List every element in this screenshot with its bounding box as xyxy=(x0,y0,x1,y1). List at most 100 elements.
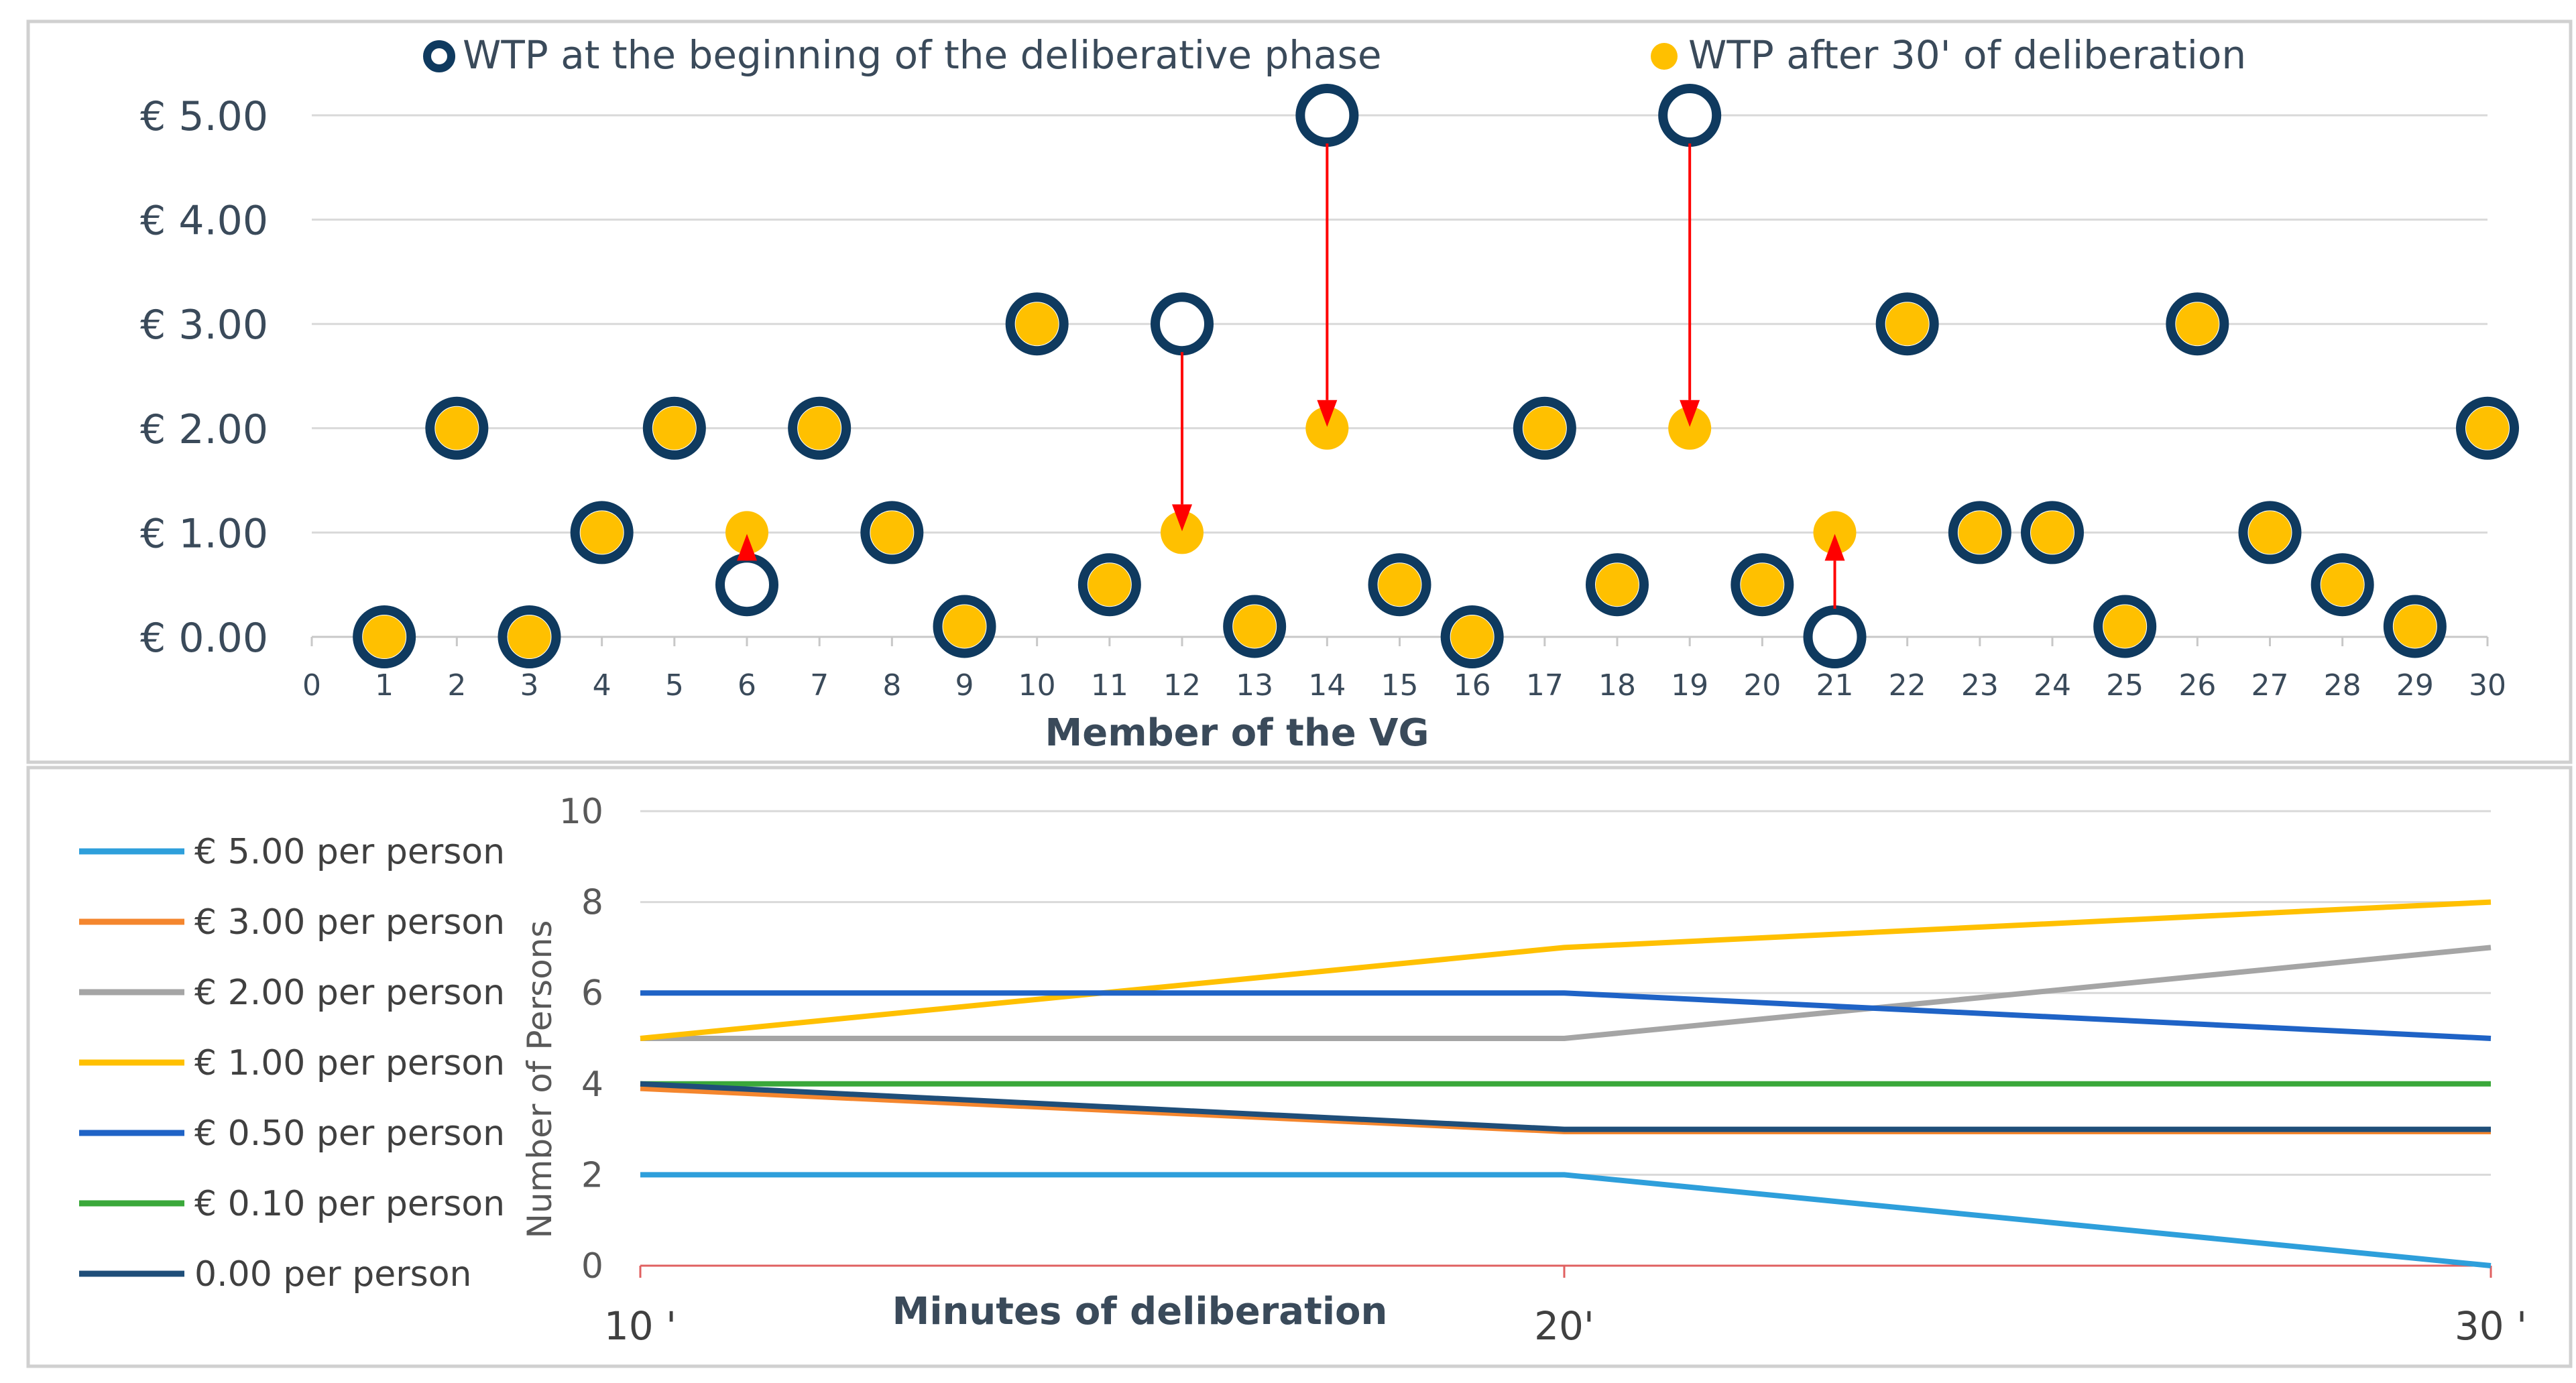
line-series-path xyxy=(640,1081,2491,1132)
scatter-y-tick-label: € 3.00 xyxy=(140,302,268,349)
scatter-point-final xyxy=(1233,605,1277,648)
legend-line-label: € 1.00 per person xyxy=(194,1043,505,1083)
scatter-point-final xyxy=(2176,302,2219,346)
line-y-tick-labels: 0 2 4 6 8 10 xyxy=(559,792,603,1286)
scatter-point-final xyxy=(508,615,551,658)
scatter-point-final xyxy=(580,511,624,554)
scatter-points xyxy=(353,84,2519,668)
scatter-x-tick-label: 19 xyxy=(1671,668,1708,703)
scatter-point-final xyxy=(2031,511,2074,554)
scatter-point-final xyxy=(363,615,406,658)
scatter-x-tick-label: 15 xyxy=(1381,668,1419,703)
scatter-x-tick-label: 7 xyxy=(810,668,829,703)
scatter-y-tick-label: € 5.00 xyxy=(140,93,268,140)
legend-marker-final xyxy=(1651,43,1678,70)
line-x-tick-label: 10 ' xyxy=(604,1303,677,1349)
line-y-tick-label: 2 xyxy=(581,1155,603,1195)
line-y-axis-label: Number of Persons xyxy=(520,920,559,1239)
line-y-tick-label: 10 xyxy=(559,792,603,832)
scatter-x-tick-label: 17 xyxy=(1526,668,1564,703)
scatter-x-tick-label: 21 xyxy=(1816,668,1854,703)
scatter-x-tick-label: 20 xyxy=(1743,668,1781,703)
scatter-x-tick-label: 27 xyxy=(2251,668,2289,703)
scatter-x-tick-label: 8 xyxy=(882,668,901,703)
scatter-x-tick-label: 6 xyxy=(738,668,756,703)
line-y-tick-label: 6 xyxy=(581,973,603,1014)
line-y-tick-label: 8 xyxy=(581,883,603,923)
scatter-point-final xyxy=(2393,605,2437,648)
line-x-axis-label: Minutes of deliberation xyxy=(892,1290,1388,1333)
scatter-point-initial xyxy=(715,553,778,617)
scatter-point-final xyxy=(652,406,696,450)
scatter-point-final xyxy=(1015,302,1059,346)
scatter-point-final xyxy=(870,511,914,554)
scatter-y-tick-label: € 1.00 xyxy=(140,510,268,557)
scatter-point-final xyxy=(1741,563,1784,607)
scatter-point-final xyxy=(1885,302,1929,346)
scatter-x-tick-label: 24 xyxy=(2034,668,2071,703)
legend-label-initial: WTP at the beginning of the deliberative… xyxy=(463,32,1382,78)
line-series xyxy=(640,899,2492,1268)
legend-line-label: € 5.00 per person xyxy=(194,832,505,872)
scatter-legend: WTP at the beginning of the deliberative… xyxy=(423,32,2246,78)
change-arrow-head xyxy=(1824,534,1845,561)
scatter-x-tick-label: 14 xyxy=(1308,668,1346,703)
change-arrow-head xyxy=(1172,504,1192,532)
legend-line-label: € 2.00 per person xyxy=(194,973,505,1013)
line-x-tick-label: 30 ' xyxy=(2455,1303,2527,1349)
scatter-x-tick-label: 9 xyxy=(955,668,974,703)
line-series-path xyxy=(640,945,2492,1041)
scatter-x-tick-label: 23 xyxy=(1961,668,1999,703)
scatter-x-tick-label: 10 xyxy=(1018,668,1056,703)
scatter-point-final xyxy=(1523,406,1566,450)
scatter-x-tick-label: 16 xyxy=(1454,668,1491,703)
line-y-tick-label: 0 xyxy=(581,1246,603,1286)
scatter-point-final xyxy=(1596,563,1639,607)
scatter-point-final xyxy=(1088,563,1131,607)
line-series-path xyxy=(640,1172,2492,1268)
scatter-point-final xyxy=(1161,511,1204,554)
scatter-y-tick-labels: € 0.00 € 1.00 € 2.00 € 3.00 € 4.00 € 5.00 xyxy=(140,93,268,662)
legend-line-label: € 0.10 per person xyxy=(194,1184,505,1224)
scatter-x-tick-label: 28 xyxy=(2324,668,2361,703)
scatter-point-initial xyxy=(1295,84,1359,147)
scatter-point-initial xyxy=(1803,605,1867,668)
scatter-point-final xyxy=(2248,511,2292,554)
scatter-x-tick-label: 26 xyxy=(2178,668,2216,703)
scatter-point-final xyxy=(1305,406,1349,450)
scatter-point-final xyxy=(1958,511,2001,554)
scatter-point-final xyxy=(1378,563,1421,607)
scatter-x-axis-label: Member of the VG xyxy=(1045,711,1429,755)
scatter-x-tick-label: 13 xyxy=(1236,668,1273,703)
scatter-x-tick-label: 18 xyxy=(1598,668,1636,703)
legend-line-label: 0.00 per person xyxy=(194,1254,471,1295)
line-x-tick-labels: 10 ' 20' 30 ' xyxy=(604,1303,2527,1349)
scatter-x-tick-label: 1 xyxy=(375,668,394,703)
scatter-x-tick-label: 29 xyxy=(2396,668,2434,703)
line-series-path xyxy=(640,899,2492,1041)
scatter-x-tick-label: 11 xyxy=(1091,668,1128,703)
change-arrow-head xyxy=(1680,400,1700,427)
change-arrow-head xyxy=(737,534,757,561)
scatter-y-tick-label: € 2.00 xyxy=(140,406,268,453)
scatter-point-final xyxy=(798,406,841,450)
line-series-path xyxy=(640,990,2492,1041)
scatter-point-final xyxy=(435,406,479,450)
legend-line-label: € 3.00 per person xyxy=(194,902,505,943)
change-arrow-head xyxy=(1317,400,1338,427)
scatter-point-final xyxy=(725,511,768,554)
scatter-arrows xyxy=(737,143,1845,609)
scatter-x-tick-label: 12 xyxy=(1163,668,1201,703)
scatter-y-tick-label: € 4.00 xyxy=(140,198,268,245)
scatter-x-tick-label: 2 xyxy=(447,668,466,703)
scatter-x-tick-label: 0 xyxy=(302,668,321,703)
legend-line-label: € 0.50 per person xyxy=(194,1114,505,1154)
scatter-x-tick-label: 22 xyxy=(1889,668,1926,703)
scatter-point-final xyxy=(2466,406,2509,450)
scatter-x-tick-label: 4 xyxy=(593,668,611,703)
scatter-x-tick-label: 3 xyxy=(520,668,539,703)
scatter-y-tick-label: € 0.00 xyxy=(140,615,268,662)
line-legend: € 5.00 per person € 3.00 per person € 2.00… xyxy=(79,832,505,1295)
